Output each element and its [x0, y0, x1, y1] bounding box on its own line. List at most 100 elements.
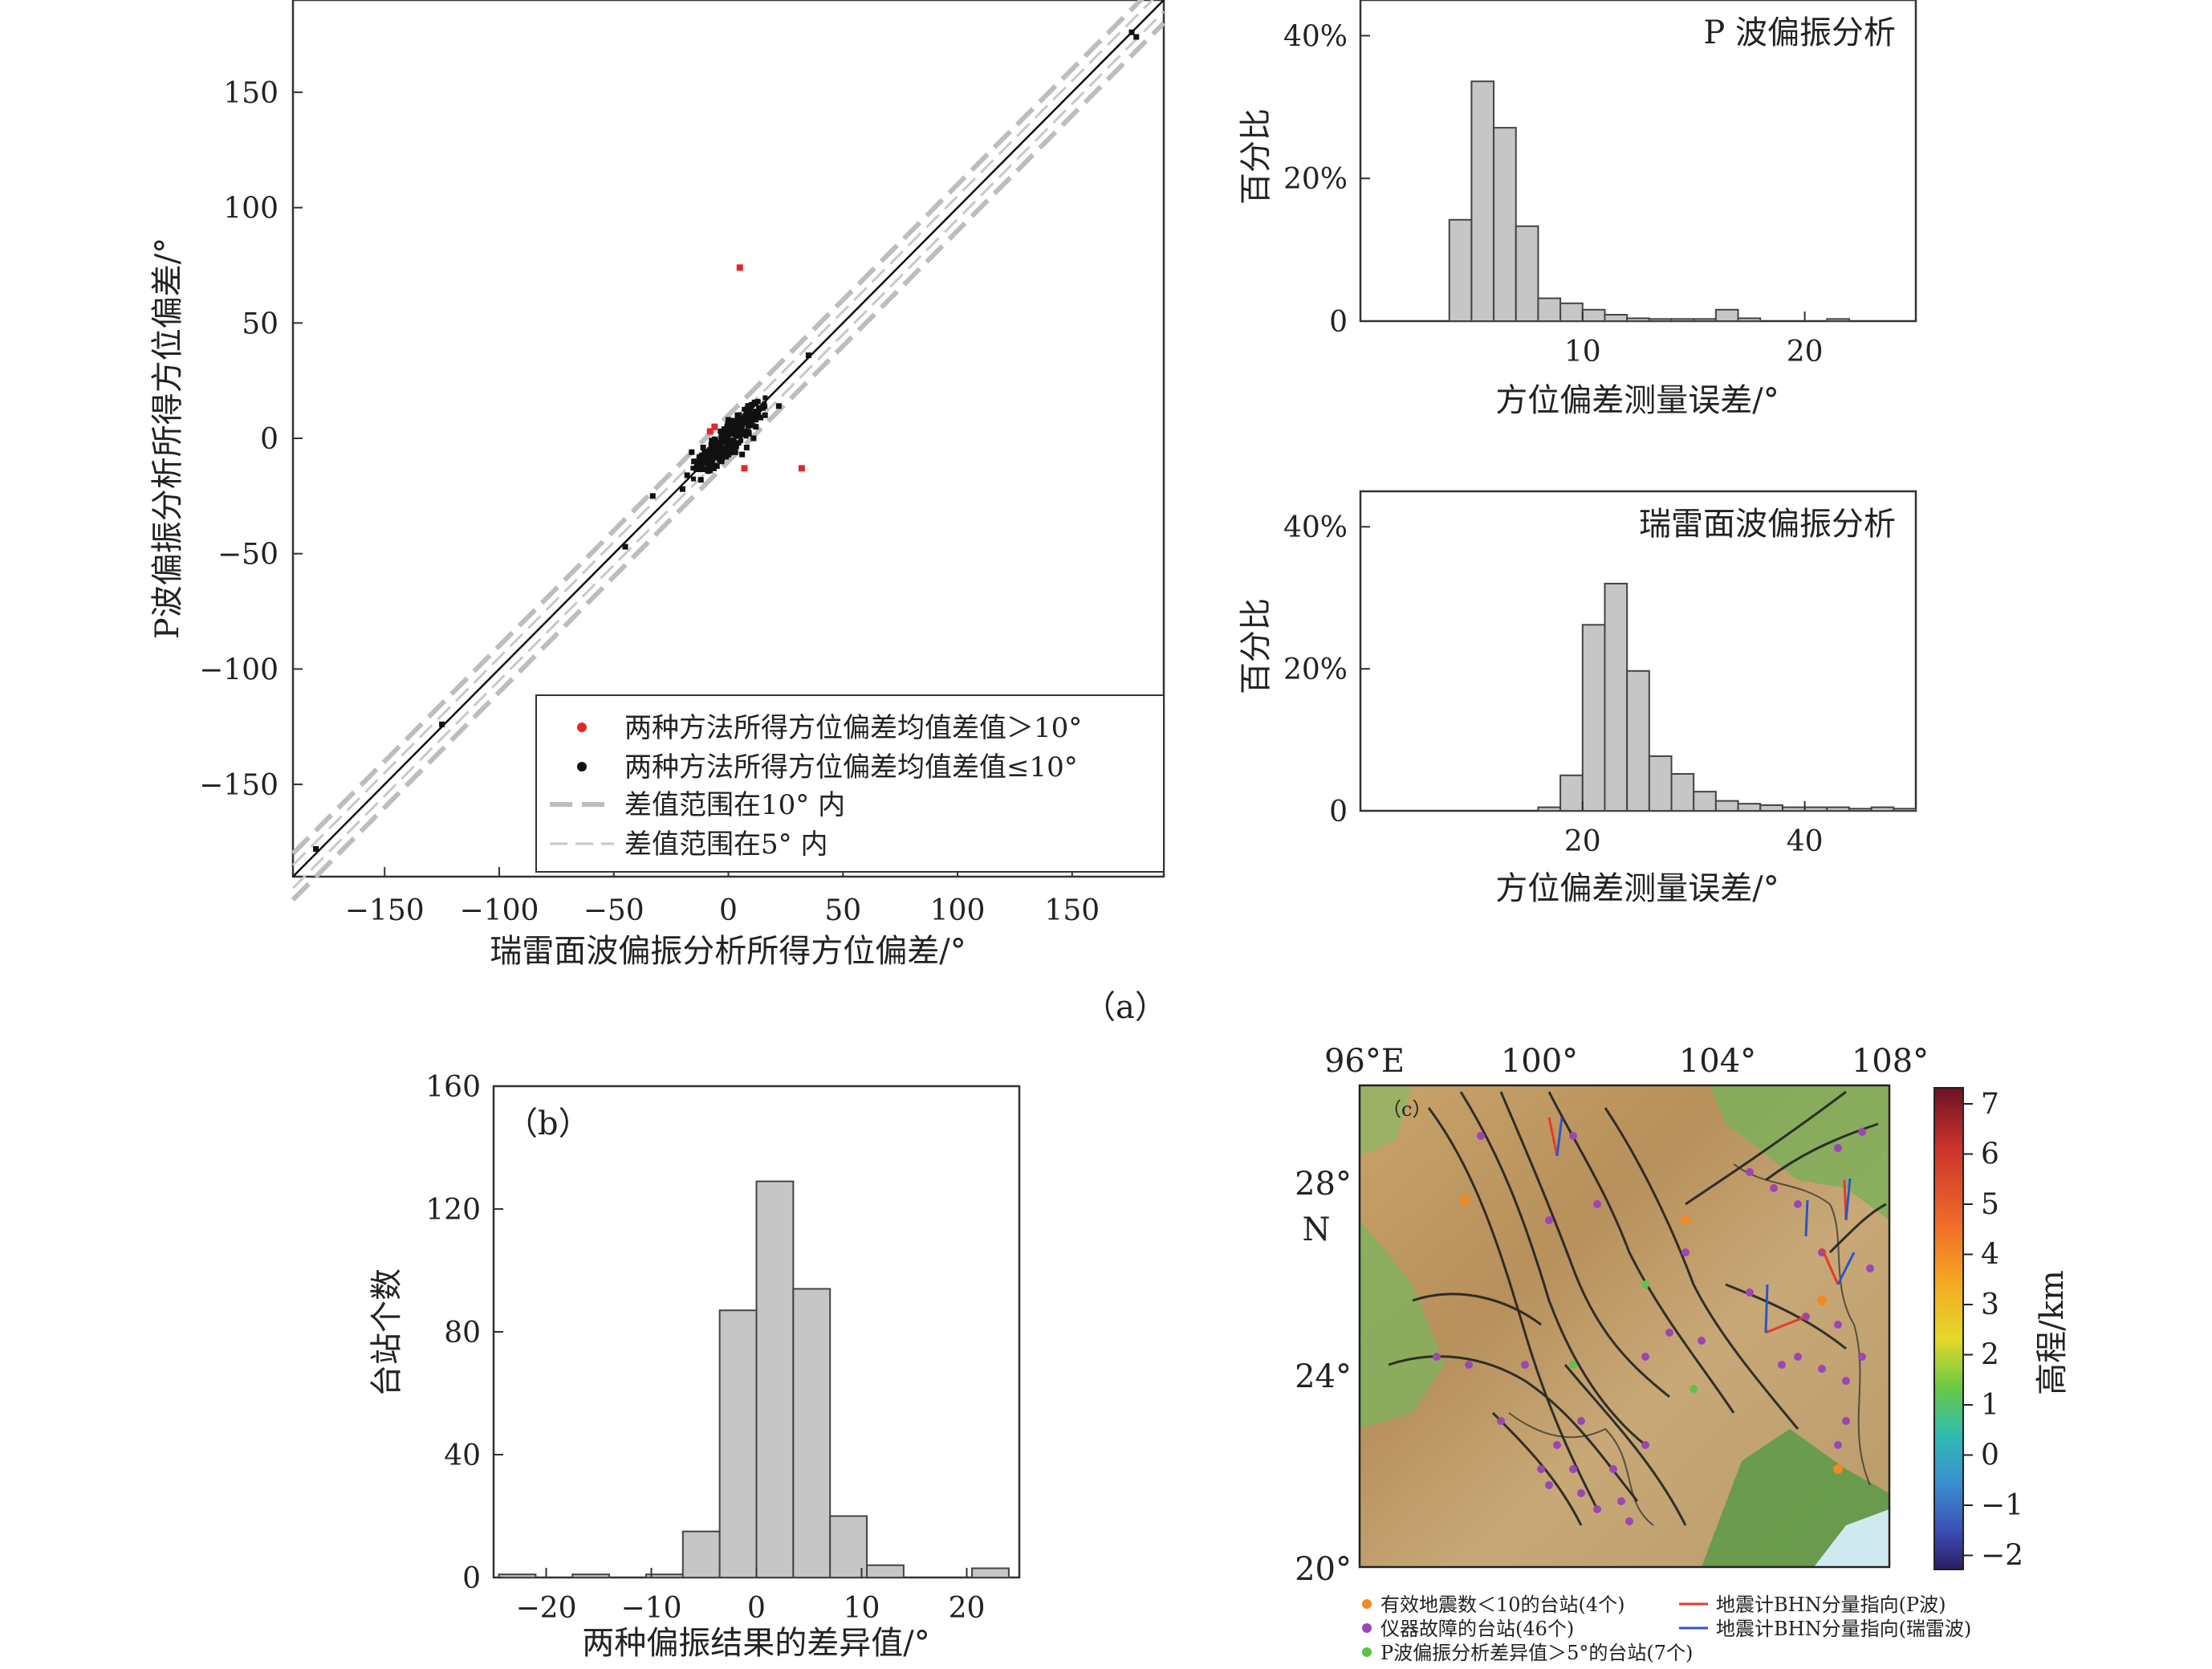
hist-p-bar [1626, 317, 1650, 323]
scatter-point-black [734, 412, 741, 418]
scatter-point-black [726, 417, 731, 423]
hist-b-bar [792, 1288, 832, 1578]
legend-orange-dot [1362, 1599, 1372, 1609]
legend-orange-label: 有效地震数＜10的台站(4个) [1380, 1594, 1625, 1616]
scatter-point-cluster [744, 405, 750, 411]
hist-p-ytick-label: 40% [1283, 20, 1348, 53]
scatter-point-cluster [709, 438, 714, 443]
lon-tick-96: 96°E [1324, 1043, 1405, 1080]
hist-p-bar [1693, 318, 1717, 323]
scatter-point-cluster [762, 401, 767, 406]
scatter-point-cluster [711, 436, 717, 442]
scatter-point-black [689, 449, 695, 455]
scatter-point-cluster [690, 476, 696, 482]
lon-tick-100: 100° [1501, 1043, 1578, 1080]
scatter-plot: −150 −100 −50 0 50 100 150 −150 −100 −50 0 50 100 150… [149, 0, 1166, 970]
scatter-point-black [691, 458, 697, 465]
scatter-point-cluster [709, 459, 714, 465]
scatter-point-cluster [711, 448, 717, 454]
scatter-point-black [734, 440, 741, 446]
scatter-point-black [762, 412, 768, 418]
hist-b-ytick-label: 40 [444, 1439, 481, 1472]
scatter-point-black [741, 428, 747, 434]
scatter-point-cluster [742, 419, 748, 425]
scatter-point-cluster [720, 445, 726, 450]
colorbar-tick-label: 5 [1981, 1188, 1999, 1221]
colorbar-tick-label: 3 [1981, 1288, 1999, 1321]
map-lowland-west [1360, 1220, 1445, 1429]
hist-r-bar [1848, 808, 1872, 812]
panel-c-label: （c） [1382, 1098, 1431, 1121]
scatter-point-red [736, 264, 743, 271]
scatter-point-black [746, 430, 752, 437]
hist-b-xlabel: 两种偏振结果的差异值/° [582, 1625, 929, 1662]
legend-green-dot [1362, 1647, 1372, 1657]
scatter-point-cluster [754, 398, 760, 404]
scatter-point-cluster [705, 459, 711, 465]
scatter-ytick-label: 50 [242, 307, 279, 340]
lat-tick-28: 28° [1295, 1166, 1352, 1203]
colorbar-tick-label: 4 [1981, 1239, 1999, 1272]
scatter-point-black [753, 424, 759, 430]
stations-purple [1433, 1128, 1874, 1525]
colorbar-tick-label: 6 [1981, 1138, 1999, 1171]
scatter-point-cluster [754, 409, 760, 414]
hist-b-bar [866, 1564, 905, 1578]
hist-r-ytick-label: 0 [1329, 796, 1348, 828]
scatter-point-black [714, 462, 720, 469]
hist-b-ylabel: 台站个数 [368, 1268, 405, 1397]
scatter-point-cluster [734, 419, 740, 425]
scatter-ytick-label: 0 [260, 423, 279, 456]
hist-p-ylabel: 百分比 [1238, 108, 1275, 205]
hist-b-xtick-label: 0 [747, 1592, 766, 1625]
map-sea [1814, 1509, 1889, 1567]
hist-b-bar [571, 1573, 611, 1579]
lat-tick-24: 24° [1295, 1358, 1352, 1395]
legend-black-marker [577, 762, 587, 771]
hist-r-panel: 20 40 0 20% 40% 瑞雷面波偏振分析 方位偏差测量误差/° 百分比 [1238, 490, 1917, 907]
legend-green-label: P波偏振分析差异值＞5°的台站(7个) [1380, 1642, 1693, 1664]
map-legend: 有效地震数＜10的台站(4个) 仪器故障的台站(46个) P波偏振分析差异值＞5… [1362, 1594, 1971, 1664]
hist-b-bar [718, 1309, 758, 1578]
scatter-point-black [1133, 34, 1140, 40]
map-panel: （c） 96°E 100° 104° 108° 28° N 24° 20° 7 6… [1295, 1043, 2071, 1664]
hist-r-bar [1559, 774, 1584, 812]
hist-b-xtick-label: 20 [949, 1592, 986, 1625]
scatter-point-cluster [715, 439, 721, 445]
scatter-point-cluster [756, 405, 762, 410]
scatter-legend: 两种方法所得方位偏差均值差值＞10° 两种方法所得方位偏差均值差值≤10° 差值… [535, 694, 1165, 873]
scatter-point-black [732, 449, 738, 455]
hist-r-bar [1759, 804, 1783, 812]
border-lines [1508, 1163, 1871, 1526]
scatter-point-black [718, 458, 725, 465]
scatter-point-black [313, 846, 319, 853]
hist-r-bar [1803, 806, 1828, 812]
scatter-point-black [622, 543, 628, 550]
lat-north-label: N [1303, 1211, 1331, 1248]
scatter-point-black [723, 435, 730, 442]
map-frame [1358, 1084, 1891, 1569]
scatter-point-black [697, 477, 704, 483]
scatter-point-black [750, 435, 757, 442]
lon-tick-104: 104° [1679, 1043, 1756, 1080]
scatter-point-red [741, 465, 748, 472]
scatter-point-cluster [690, 466, 696, 471]
hist-b-bar [971, 1567, 1010, 1579]
scatter-point-black [711, 440, 718, 446]
hist-p-bar [1470, 80, 1495, 322]
hist-b-xtick-label: 10 [844, 1592, 880, 1625]
legend-red-arrow-label: 地震计BHN分量指向(P波) [1716, 1594, 1946, 1616]
scatter-point-cluster [749, 413, 754, 418]
scatter-point-cluster [701, 449, 707, 454]
hist-p-bar [1604, 314, 1629, 322]
panel-a-label: （a） [1084, 989, 1167, 1026]
scatter-point-cluster [743, 434, 749, 439]
scatter-point-red [798, 465, 805, 472]
hist-p-ytick-label: 20% [1283, 163, 1348, 196]
hist-p-bar [1648, 318, 1673, 323]
scatter-point-cluster [708, 442, 714, 447]
colorbar-tick-label: −2 [1981, 1540, 2023, 1573]
colorbar-tick-label: 1 [1981, 1389, 1999, 1422]
scatter-ytick-label: −100 [199, 653, 279, 686]
scatter-point-cluster [753, 401, 758, 407]
